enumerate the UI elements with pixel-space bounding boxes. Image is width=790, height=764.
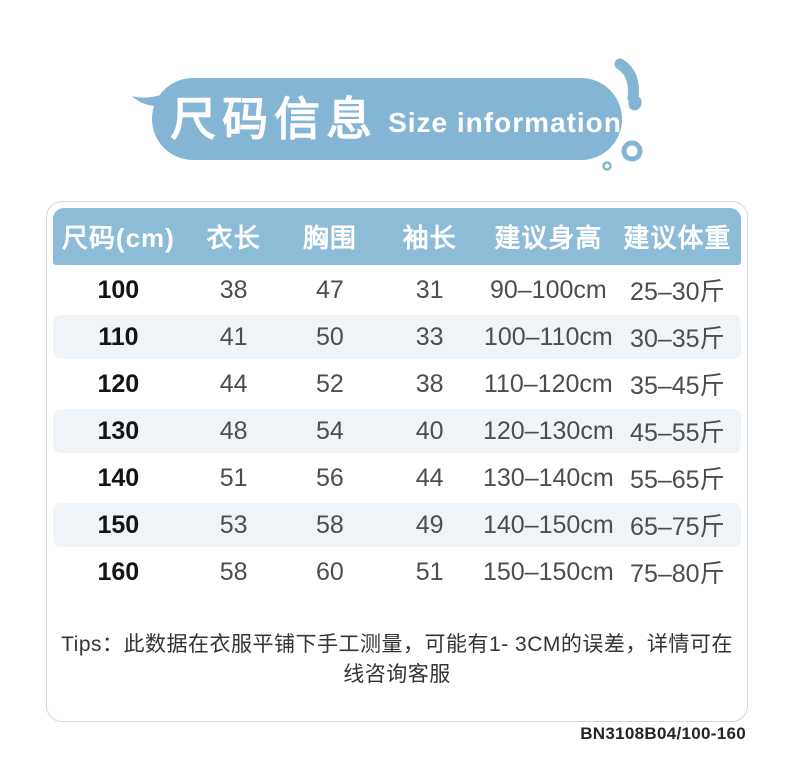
banner-pill: 尺码信息 Size information [152,78,622,160]
banner-title-en: Size information [388,107,622,138]
sparkle-dot-shape [628,95,642,111]
table-cell: 35–45斤 [630,372,725,400]
table-row: 120 44 52 38 110–120cm 35–45斤 [53,362,741,406]
size-cell: 150 [97,510,140,539]
table-cell: 53 [219,510,248,539]
bubble-ring-shape [621,140,643,162]
size-cell: 140 [97,463,140,492]
bubble-tiny-dot-shape [602,161,612,171]
table-cell: 58 [219,557,248,586]
size-cell: 160 [97,557,140,586]
table-cell: 55–65斤 [630,466,725,494]
table-cell: 52 [316,369,344,398]
table-cell: 25–30斤 [630,278,725,306]
table-cell: 75–80斤 [630,560,725,588]
size-cell: 110 [98,322,139,351]
tips-note: Tips：此数据在衣服平铺下手工测量，可能有1- 3CM的误差，详情可在线咨询客… [61,633,733,686]
table-row: 110 41 50 33 100–110cm 30–35斤 [53,315,741,359]
size-cell: 100 [97,275,140,304]
table-cell: 41 [219,322,248,351]
column-header: 建议身高 [494,223,603,253]
table-cell: 45–55斤 [630,419,725,447]
table-cell: 65–75斤 [630,513,725,541]
sparkle-comma-shape [614,58,639,104]
table-cell: 140–150cm [483,510,614,539]
table-cell: 120–130cm [483,416,614,445]
table-cell: 48 [219,416,248,445]
table-row: 150 53 58 49 140–150cm 65–75斤 [53,503,741,547]
table-cell: 51 [415,557,444,586]
table-cell: 40 [415,416,444,445]
table-cell: 110–120cm [483,369,613,398]
table-cell: 130–140cm [483,463,614,492]
table-cell: 31 [415,275,444,304]
table-body: 100 38 47 31 90–100cm 25–30斤 110 41 50 33 100–110c… [53,268,741,594]
table-cell: 54 [316,416,344,445]
table-cell: 47 [316,275,344,304]
table-cell: 33 [415,322,444,351]
column-header: 袖长 [402,223,457,253]
product-code: BN3108B04/100-160 [580,724,746,743]
table-cell: 50 [316,322,344,351]
size-info-banner: 尺码信息 Size information [0,0,790,190]
table-cell: 38 [415,369,444,398]
table-cell: 30–35斤 [630,325,725,353]
table-cell: 56 [316,463,344,492]
size-cell: 130 [97,416,140,445]
table-cell: 49 [415,510,444,539]
table-row: 160 58 60 51 150–150cm 75–80斤 [53,550,741,594]
column-header: 尺码(cm) [61,223,175,253]
size-table: 尺码(cm) 衣长 胸围 袖长 建议身高 建议体重 100 38 47 31 90–100cm 25… [46,201,748,722]
table-row: 140 51 56 44 130–140cm 55–65斤 [53,456,741,500]
column-header: 衣长 [206,223,261,253]
table-cell: 44 [219,369,248,398]
table-cell: 90–100cm [489,275,607,304]
table-cell: 60 [316,557,344,586]
table-cell: 38 [219,275,248,304]
table-cell: 150–150cm [483,557,614,586]
table-cell: 44 [415,463,444,492]
table-cell: 51 [219,463,248,492]
table-row: 100 38 47 31 90–100cm 25–30斤 [53,268,741,312]
table-header-row: 尺码(cm) 衣长 胸围 袖长 建议身高 建议体重 [53,208,741,265]
banner-title-zh: 尺码信息 [170,93,379,145]
table-cell: 58 [316,510,344,539]
size-cell: 120 [97,369,140,398]
table-row: 130 48 54 40 120–130cm 45–55斤 [53,409,741,453]
table-cell: 100–110cm [483,322,613,351]
column-header: 建议体重 [623,223,732,253]
column-header: 胸围 [302,223,357,253]
